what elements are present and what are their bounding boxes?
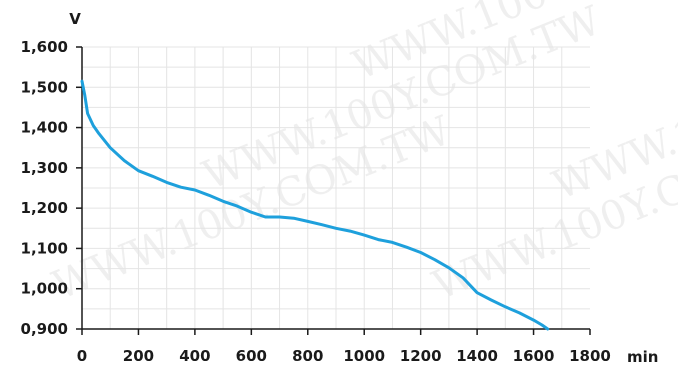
x-tick-label: 800: [292, 347, 323, 365]
x-tick-label: 0: [77, 347, 87, 365]
x-tick-label: 400: [179, 347, 210, 365]
x-tick-label: 1400: [456, 347, 498, 365]
y-tick-label: 1,600: [21, 38, 68, 56]
y-tick-label: 1,300: [21, 159, 68, 177]
y-tick-label: 1,100: [21, 239, 68, 257]
y-axis-unit: V: [69, 10, 81, 28]
grid-lines: [82, 46, 590, 330]
y-tick-label: 1,500: [21, 78, 68, 96]
x-tick-label: 600: [236, 347, 267, 365]
x-tick-labels: 0 200 400 600 800 1000 1200 1400 1600 1800: [77, 329, 611, 365]
y-tick-label: 1,200: [21, 199, 68, 217]
voltage-curve: [80, 79, 550, 331]
y-tick-label: 0,900: [21, 320, 68, 338]
y-tick-labels: 0,900 1,000 1,100 1,200 1,300 1,400 1,500 1,600: [21, 38, 82, 338]
x-tick-label: 1000: [343, 347, 385, 365]
axes: [81, 47, 590, 330]
x-axis-unit: min: [627, 348, 658, 366]
x-tick-label: 1600: [513, 347, 555, 365]
y-tick-label: 1,000: [21, 280, 68, 298]
x-tick-label: 200: [123, 347, 154, 365]
y-tick-label: 1,400: [21, 119, 68, 137]
x-tick-label: 1200: [400, 347, 442, 365]
x-tick-label: 1800: [569, 347, 611, 365]
watermark-layer: WWW.100Y.COM.TWWWW.100Y.COM.TWWWW.100Y.C…: [47, 0, 678, 309]
